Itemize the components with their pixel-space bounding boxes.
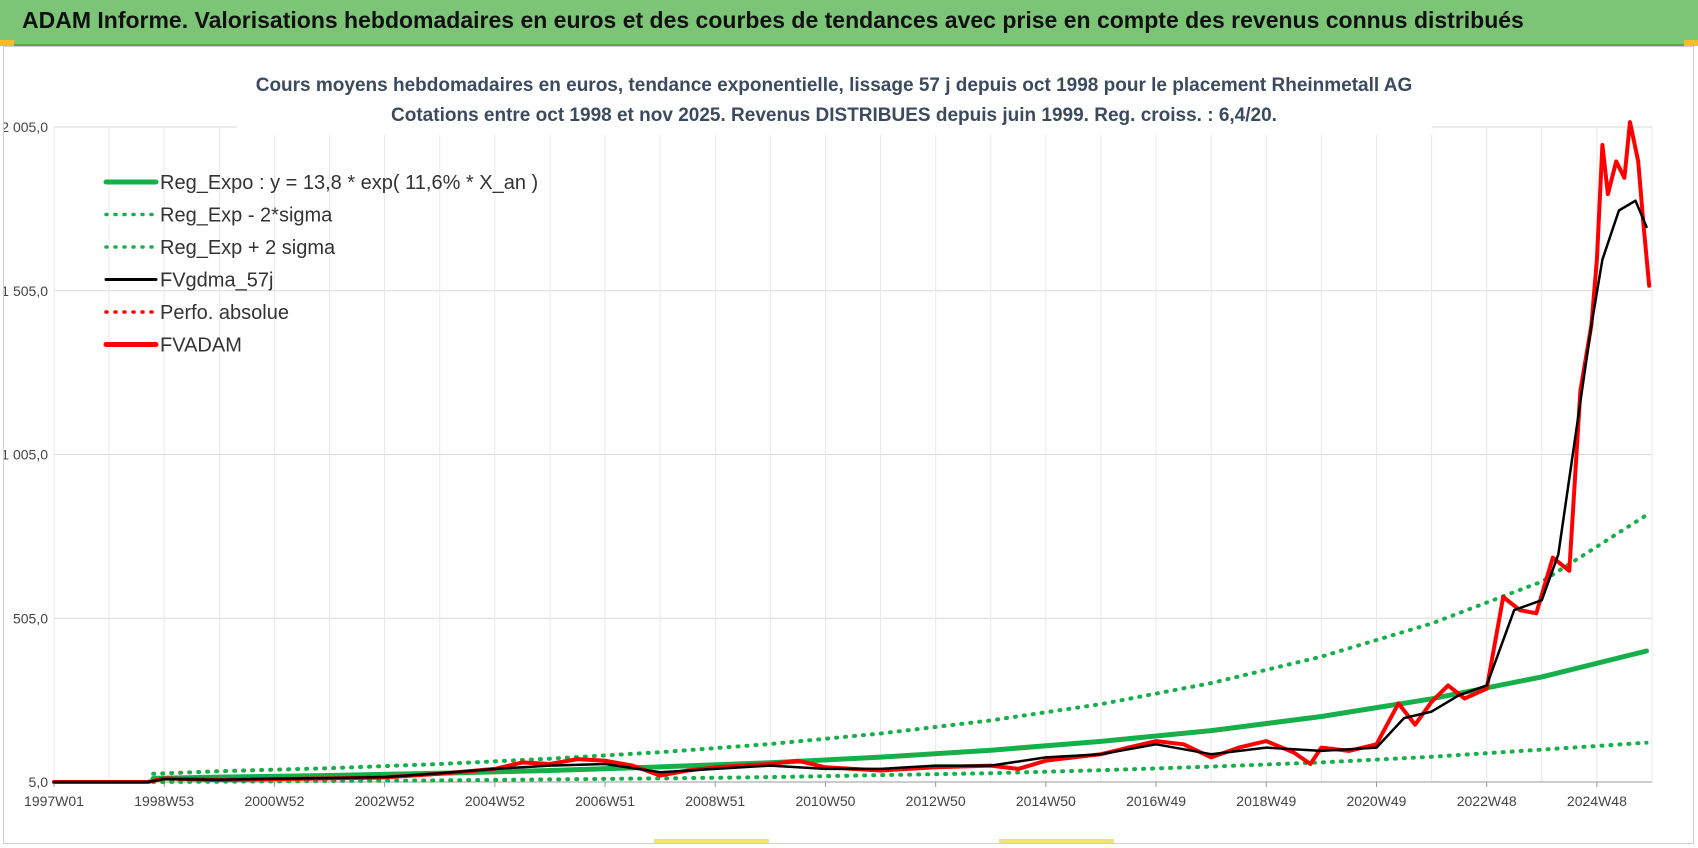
legend-label: Reg_Exp + 2 sigma (160, 237, 336, 259)
chart-title: Cours moyens hebdomadaires en euros, ten… (256, 75, 1413, 96)
x-tick-label: 2002W52 (355, 793, 415, 809)
x-tick-label: 2022W48 (1457, 793, 1517, 809)
x-tick-label: 1998W53 (134, 793, 194, 809)
y-tick-label: 2 005,0 (4, 119, 48, 135)
x-tick-label: 2024W48 (1567, 793, 1627, 809)
axes: 5,0 505,0 1 005,0 1 505,0 2 005,0 1997W01 1998… (4, 119, 1652, 809)
legend-label: Reg_Exp - 2*sigma (160, 205, 333, 227)
series-line-1 (151, 740, 1649, 784)
x-tick-label: 1997W01 (24, 793, 84, 809)
y-tick-label: 1 505,0 (4, 283, 48, 299)
header-banner: ADAM Informe. Valorisations hebdomadaire… (0, 0, 1698, 46)
x-tick-label: 2006W51 (575, 793, 635, 809)
chart-title-background (237, 65, 1432, 135)
y-tick-label: 505,0 (13, 610, 48, 626)
x-tick-label: 2008W51 (685, 793, 745, 809)
y-tick-label: 1 005,0 (4, 447, 48, 463)
x-tick-label: 2000W52 (244, 793, 304, 809)
legend-label: FVADAM (160, 335, 242, 357)
x-tick-label: 2014W50 (1016, 793, 1076, 809)
series-lines (52, 120, 1652, 784)
x-tick-label: 2010W50 (795, 793, 855, 809)
chart-subtitle: Cotations entre oct 1998 et nov 2025. Re… (391, 105, 1277, 126)
legend-label: FVgdma_57j (160, 270, 273, 292)
corner-marker-right (1684, 40, 1698, 46)
x-tick-label: 2020W49 (1347, 793, 1407, 809)
corner-marker-left (0, 40, 14, 46)
x-tick-label: 2004W52 (465, 793, 525, 809)
sheet-tab-marker (654, 839, 769, 843)
banner-title: ADAM Informe. Valorisations hebdomadaire… (22, 7, 1524, 33)
series-line-3 (52, 199, 1648, 784)
x-tick-label: 2018W49 (1236, 793, 1296, 809)
legend: Reg_Expo : y = 13,8 * exp( 11,6% * X_an … (103, 172, 538, 357)
legend-label: Reg_Expo : y = 13,8 * exp( 11,6% * X_an … (160, 172, 538, 194)
y-tick-label: 5,0 (29, 774, 49, 790)
line-chart: 5,0 505,0 1 005,0 1 505,0 2 005,0 1997W01 1998… (4, 65, 1653, 809)
series-line-0 (150, 648, 1649, 781)
x-tick-label: 2016W49 (1126, 793, 1186, 809)
legend-label: Perfo. absolue (160, 302, 289, 324)
chart-frame: 5,0 505,0 1 005,0 1 505,0 2 005,0 1997W01 1998… (3, 46, 1694, 844)
x-tick-label: 2012W50 (906, 793, 966, 809)
sheet-tab-marker (999, 839, 1114, 843)
series-line-2 (151, 513, 1649, 776)
